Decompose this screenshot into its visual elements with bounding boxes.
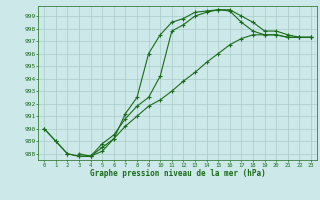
X-axis label: Graphe pression niveau de la mer (hPa): Graphe pression niveau de la mer (hPa) <box>90 169 266 178</box>
